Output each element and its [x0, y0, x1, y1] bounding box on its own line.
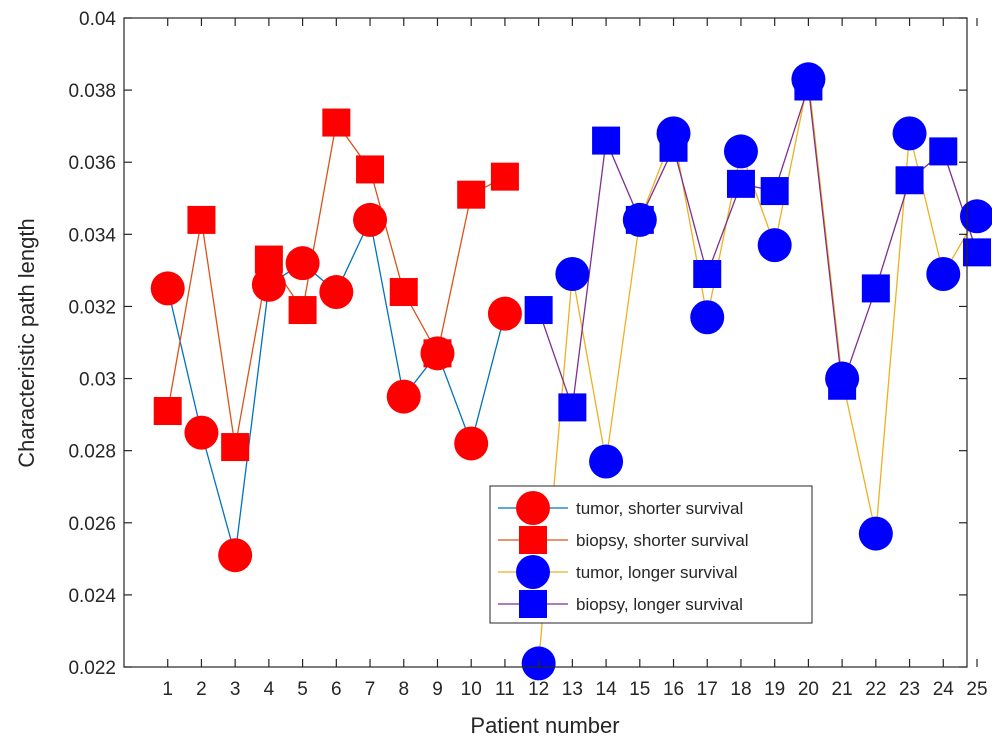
- data-point: [693, 259, 722, 288]
- x-tick-label: 20: [798, 679, 819, 700]
- data-point: [524, 296, 553, 325]
- data-point: [963, 238, 991, 267]
- data-point: [356, 155, 385, 184]
- data-point: [828, 371, 857, 400]
- data-point: [153, 397, 182, 426]
- data-point: [690, 300, 725, 335]
- x-tick-label: 12: [528, 679, 549, 700]
- x-tick-label: 3: [230, 679, 241, 700]
- data-point: [960, 199, 992, 234]
- data-point: [555, 256, 590, 291]
- y-tick-label: 0.026: [68, 514, 116, 535]
- x-tick-label: 8: [398, 679, 409, 700]
- x-tick-label: 23: [899, 679, 920, 700]
- plot-border: [123, 17, 968, 668]
- data-point: [861, 274, 890, 303]
- data-point: [723, 134, 758, 169]
- data-point: [319, 275, 354, 310]
- x-tick-label: 10: [461, 679, 482, 700]
- x-tick-label: 6: [331, 679, 342, 700]
- legend: tumor, shorter survival biopsy, shorter s…: [489, 485, 813, 624]
- data-point: [386, 379, 421, 414]
- x-tick-label: 5: [297, 679, 308, 700]
- y-tick-label: 0.036: [68, 153, 116, 174]
- data-point: [929, 137, 958, 166]
- legend-marker: [516, 555, 550, 589]
- data-point: [254, 245, 283, 274]
- data-point: [625, 205, 654, 234]
- x-tick-label: 1: [162, 679, 173, 700]
- y-axis: 0.022 0.024 0.026 0.028 0.03 0.032 0.034 0.036 0…: [68, 9, 967, 679]
- legend-marker: [516, 491, 550, 525]
- y-tick-label: 0.04: [79, 9, 116, 30]
- data-point: [659, 133, 688, 162]
- x-axis-label: Patient number: [470, 713, 619, 738]
- data-point: [757, 228, 792, 263]
- series-layer: [150, 62, 992, 681]
- x-axis: 1 2 3 4 5 6 7 8 9 10 11 12 13 14 15 16 17 18 19 20 21 22 23 24 2…: [162, 18, 988, 700]
- data-point: [487, 296, 522, 331]
- x-tick-label: 9: [432, 679, 443, 700]
- x-tick-label: 21: [832, 679, 853, 700]
- data-point: [895, 166, 924, 195]
- data-point: [490, 162, 519, 191]
- legend-label: tumor, shorter survival: [576, 499, 743, 518]
- x-tick-label: 13: [562, 679, 583, 700]
- legend-marker: [519, 526, 547, 554]
- data-point: [150, 271, 185, 306]
- y-tick-label: 0.034: [68, 225, 116, 246]
- legend-label: biopsy, longer survival: [576, 595, 743, 614]
- y-tick-label: 0.028: [68, 442, 116, 463]
- y-axis-label: Characteristic path length: [14, 218, 39, 467]
- legend-label: biopsy, shorter survival: [576, 531, 749, 550]
- x-tick-label: 18: [730, 679, 751, 700]
- data-point: [558, 393, 587, 422]
- data-point: [794, 72, 823, 101]
- x-tick-label: 17: [697, 679, 718, 700]
- data-point: [454, 426, 489, 461]
- x-tick-label: 14: [596, 679, 618, 700]
- x-tick-label: 4: [264, 679, 275, 700]
- data-point: [457, 180, 486, 209]
- data-point: [221, 433, 250, 462]
- data-point: [187, 205, 216, 234]
- x-tick-label: 15: [629, 679, 650, 700]
- data-point: [726, 169, 755, 198]
- x-tick-label: 16: [663, 679, 684, 700]
- data-point: [858, 516, 893, 551]
- data-point: [389, 278, 418, 307]
- y-tick-label: 0.03: [79, 370, 116, 391]
- x-tick-label: 7: [365, 679, 376, 700]
- y-tick-label: 0.024: [68, 586, 116, 607]
- x-tick-label: 19: [764, 679, 785, 700]
- data-point: [288, 296, 317, 325]
- data-point: [251, 267, 286, 302]
- data-point: [589, 444, 624, 479]
- data-point: [892, 116, 927, 151]
- x-tick-label: 25: [966, 679, 987, 700]
- data-point: [926, 256, 961, 291]
- data-point: [184, 415, 219, 450]
- data-point: [285, 246, 320, 281]
- data-point: [218, 538, 253, 573]
- data-point: [423, 339, 452, 368]
- x-tick-label: 2: [196, 679, 207, 700]
- y-tick-label: 0.038: [68, 81, 116, 102]
- x-tick-label: 22: [865, 679, 886, 700]
- data-point: [760, 177, 789, 206]
- data-point: [592, 126, 621, 155]
- y-tick-label: 0.022: [68, 658, 116, 679]
- data-point: [322, 108, 351, 137]
- x-tick-label: 24: [933, 679, 955, 700]
- legend-marker: [519, 590, 547, 618]
- data-point: [353, 202, 388, 237]
- y-tick-label: 0.032: [68, 297, 116, 318]
- x-tick-label: 11: [495, 679, 515, 700]
- legend-label: tumor, longer survival: [576, 563, 738, 582]
